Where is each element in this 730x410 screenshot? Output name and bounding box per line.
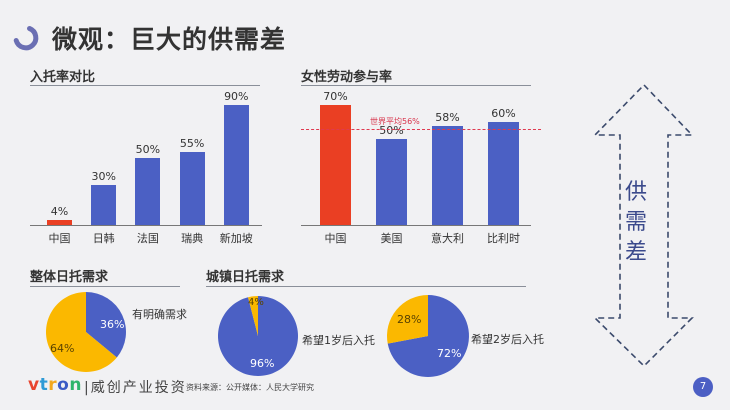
pie3-yellow-pct: 28%	[397, 313, 422, 326]
section-divider	[30, 85, 260, 86]
pie3-annotation: 希望2岁后入托	[471, 333, 544, 346]
bar-category-label: 新加坡	[219, 232, 253, 245]
urban-demand-title: 城镇日托需求	[206, 270, 285, 285]
bar-category-label: 意大利	[431, 232, 464, 245]
pie1-yellow-pct: 64%	[50, 342, 75, 355]
bar-category-label: 比利时	[487, 232, 520, 245]
bar-3	[179, 151, 205, 225]
arrow-text-char: 供	[624, 180, 647, 205]
bar-value-label: 55%	[179, 136, 205, 150]
bar-1	[91, 185, 117, 225]
pie-slice	[248, 296, 258, 336]
bar-2	[135, 158, 161, 225]
pie-slice	[86, 292, 126, 358]
world-average-label: 世界平均56%	[370, 117, 420, 126]
bar-value-label: 58%	[435, 110, 460, 124]
bar-value-label: 60%	[491, 107, 516, 121]
overall-demand-title: 整体日托需求	[30, 270, 109, 285]
bar-category-label: 中国	[48, 232, 71, 245]
bar-category-label: 美国	[380, 232, 403, 245]
bar-0	[320, 105, 351, 225]
bar-category-label: 法国	[136, 232, 159, 245]
pie-slice	[387, 295, 469, 377]
section-divider	[206, 286, 526, 287]
bar-1	[376, 139, 407, 225]
logo-ring-icon	[13, 26, 39, 51]
bar-value-label: 30%	[91, 170, 116, 183]
bar-value-label: 90%	[224, 90, 249, 103]
pie2-annotation: 希望1岁后入托	[302, 334, 375, 347]
pie-slice	[386, 295, 428, 344]
section-divider	[301, 85, 531, 86]
section-divider	[30, 286, 180, 287]
world-average-line	[301, 129, 541, 130]
bar-3	[488, 122, 519, 225]
bar-category-label: 中国	[324, 232, 347, 245]
chart-axis	[30, 225, 262, 226]
pie3-blue-pct: 72%	[437, 347, 462, 360]
data-source-note: 资料来源：公开媒体：人民大学研究	[186, 383, 314, 392]
page-title: 微观：巨大的供需差	[52, 25, 287, 54]
double-arrow-icon	[593, 83, 694, 368]
arrow-text-char: 差	[624, 240, 647, 265]
bar-value-label: 50%	[379, 124, 404, 138]
brand-logo: vtron	[28, 375, 82, 395]
bar-category-label: 日韩	[92, 232, 115, 245]
pie2-yellow-pct: 4%	[248, 297, 264, 308]
pie2-blue-pct: 96%	[250, 357, 275, 370]
bar-category-label: 瑞典	[181, 232, 204, 245]
supply-demand-gap-label: 供需差	[618, 178, 654, 268]
bar-value-label: 50%	[135, 143, 161, 157]
brand-name: |威创产业投资	[84, 380, 187, 396]
pie1-annotation: 有明确需求	[132, 308, 187, 321]
female-labor-chart-title: 女性劳动参与率	[301, 70, 393, 85]
bar-value-label: 70%	[323, 90, 348, 103]
enrollment-chart-title: 入托率对比	[30, 70, 96, 85]
chart-axis	[301, 225, 531, 226]
pie-slice	[45, 292, 117, 372]
pie1-blue-pct: 36%	[100, 318, 125, 331]
arrow-text-char: 需	[624, 210, 647, 235]
page-number: 7	[693, 377, 713, 397]
bar-0	[47, 219, 72, 225]
bar-2	[432, 125, 463, 225]
bar-4	[223, 105, 249, 225]
bar-value-label: 4%	[50, 204, 69, 218]
